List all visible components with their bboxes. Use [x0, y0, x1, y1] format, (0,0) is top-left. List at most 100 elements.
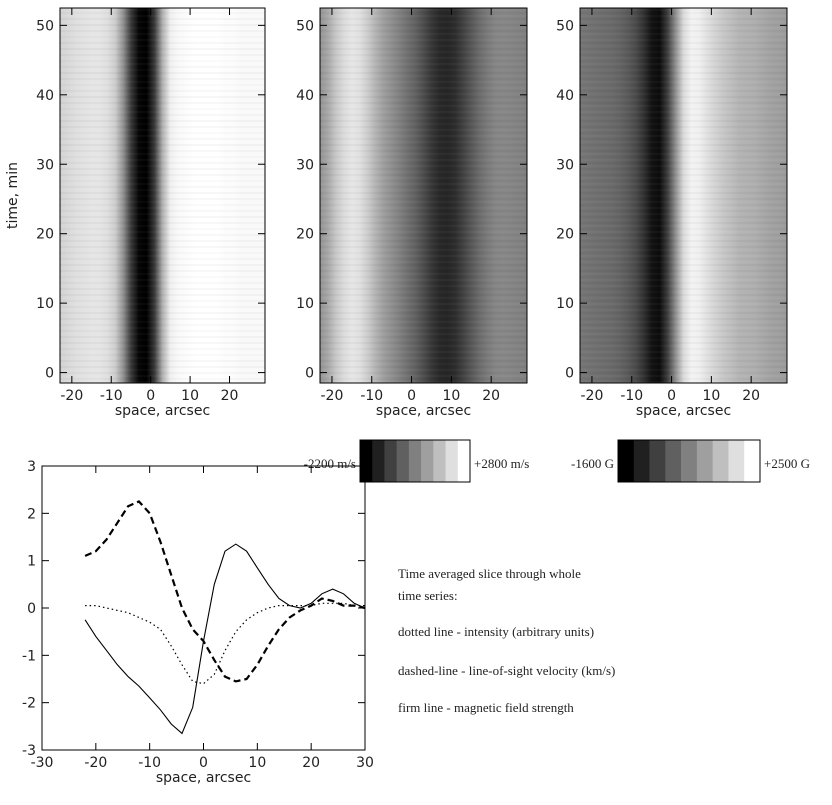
colorbar-cell: [633, 440, 650, 482]
colorbar-cell: [696, 440, 713, 482]
heatmap-column: [75, 8, 85, 383]
heatmap-column: [162, 8, 171, 383]
heatmap-column: [487, 8, 496, 383]
y-tick-label: 40: [36, 88, 54, 104]
heatmap-column: [91, 8, 100, 383]
annotation: Time averaged slice through whole: [398, 566, 581, 581]
heatmap-column: [723, 8, 732, 383]
x-tick-label: 0: [146, 388, 155, 404]
heatmap-column: [233, 8, 242, 383]
x-tick-label: -10: [360, 388, 383, 404]
x-tick-label: -30: [31, 755, 54, 771]
heatmap-column: [675, 8, 684, 383]
heatmap-column: [519, 8, 528, 383]
x-tick-label: -10: [620, 388, 643, 404]
heatmap-column: [249, 8, 258, 383]
heatmap-column: [115, 8, 124, 383]
heatmap-column: [503, 8, 512, 383]
colorbar-frame: [359, 439, 471, 483]
colorbar-frame: [617, 439, 761, 483]
heatmap-column: [399, 8, 409, 383]
x-axis-label: space, arcsec: [636, 403, 731, 419]
x-tick-label: -20: [84, 755, 107, 771]
x-axis-label: space, arcsec: [376, 403, 471, 419]
y-tick-label: 40: [296, 88, 314, 104]
y-tick-label: -2: [22, 696, 36, 712]
heatmap-column: [123, 8, 132, 383]
heatmap-column: [763, 8, 772, 383]
heatmap-column: [383, 8, 393, 383]
x-axis-label: space, arcsec: [156, 770, 251, 786]
y-tick-label: 20: [556, 227, 574, 243]
heatmap-column: [431, 8, 440, 383]
x-tick-label: 10: [248, 755, 266, 771]
colorbar-label: +2500 G: [764, 456, 810, 471]
x-tick-label: -20: [60, 388, 83, 404]
heatmap-column: [170, 8, 179, 383]
x-tick-label: 0: [407, 388, 416, 404]
x-tick-label: 20: [482, 388, 500, 404]
heatmap-column: [595, 8, 605, 383]
x-tick-label: 20: [302, 755, 320, 771]
colorbar-cell: [384, 440, 397, 482]
heatmap-column: [83, 8, 93, 383]
y-tick-label: 20: [36, 227, 54, 243]
y-tick-label: 0: [565, 366, 574, 382]
colorbar-cell: [396, 440, 410, 482]
y-tick-label: 30: [556, 157, 574, 173]
heatmap-column: [755, 8, 764, 383]
plot-frame: [59, 7, 266, 384]
heatmap-column: [635, 8, 645, 383]
colorbar-cell: [665, 440, 682, 482]
heatmap-column: [186, 8, 195, 383]
y-axis-label: time, min: [5, 162, 21, 229]
heatmap-column: [146, 8, 156, 383]
heatmap-column: [107, 8, 116, 383]
heatmap-column: [138, 8, 148, 383]
heatmap-column: [375, 8, 385, 383]
annotation: dashed-line - line-of-sight velocity (km…: [398, 663, 615, 678]
heatmap-column: [707, 8, 716, 383]
plot-frame: [41, 465, 366, 751]
heatmap-column: [715, 8, 724, 383]
x-tick-label: 30: [356, 755, 374, 771]
heatmap-column: [643, 8, 653, 383]
colorbar-cell: [433, 440, 446, 482]
colorbar-cell: [408, 440, 422, 482]
heatmap-column: [603, 8, 613, 383]
heatmap-column: [130, 8, 140, 383]
x-tick-label: 10: [442, 388, 460, 404]
heatmap-column: [154, 8, 163, 383]
heatmap-column: [60, 8, 69, 383]
y-tick-label: 1: [27, 554, 36, 570]
heatmap-column: [691, 8, 700, 383]
heatmap-column: [201, 8, 211, 383]
colorbar-label: +2800 m/s: [474, 456, 529, 471]
heatmap-column: [611, 8, 621, 383]
heatmap-column: [343, 8, 353, 383]
annotation: time series:: [398, 588, 458, 603]
heatmap-column: [194, 8, 203, 383]
x-tick-label: -10: [100, 388, 123, 404]
y-tick-label: 0: [45, 366, 54, 382]
y-tick-label: 40: [556, 88, 574, 104]
colorbar-cell: [744, 440, 761, 482]
x-tick-label: 10: [181, 388, 199, 404]
heatmap-column: [587, 8, 597, 383]
heatmap-column: [99, 8, 108, 383]
heatmap-column: [580, 8, 589, 383]
colorbar-label: -1600 G: [571, 456, 614, 471]
heatmap-column: [67, 8, 77, 383]
heatmap-column: [667, 8, 677, 383]
heatmap-column: [335, 8, 345, 383]
y-tick-label: 20: [296, 227, 314, 243]
y-tick-label: 3: [27, 459, 36, 475]
heatmap-column: [659, 8, 669, 383]
heatmap-column: [351, 8, 361, 383]
plot-frame: [579, 7, 788, 384]
x-tick-label: 20: [221, 388, 239, 404]
heatmap-column: [511, 8, 520, 383]
heatmap-column: [463, 8, 472, 383]
y-tick-label: 50: [556, 18, 574, 34]
heatmap-column: [471, 8, 480, 383]
